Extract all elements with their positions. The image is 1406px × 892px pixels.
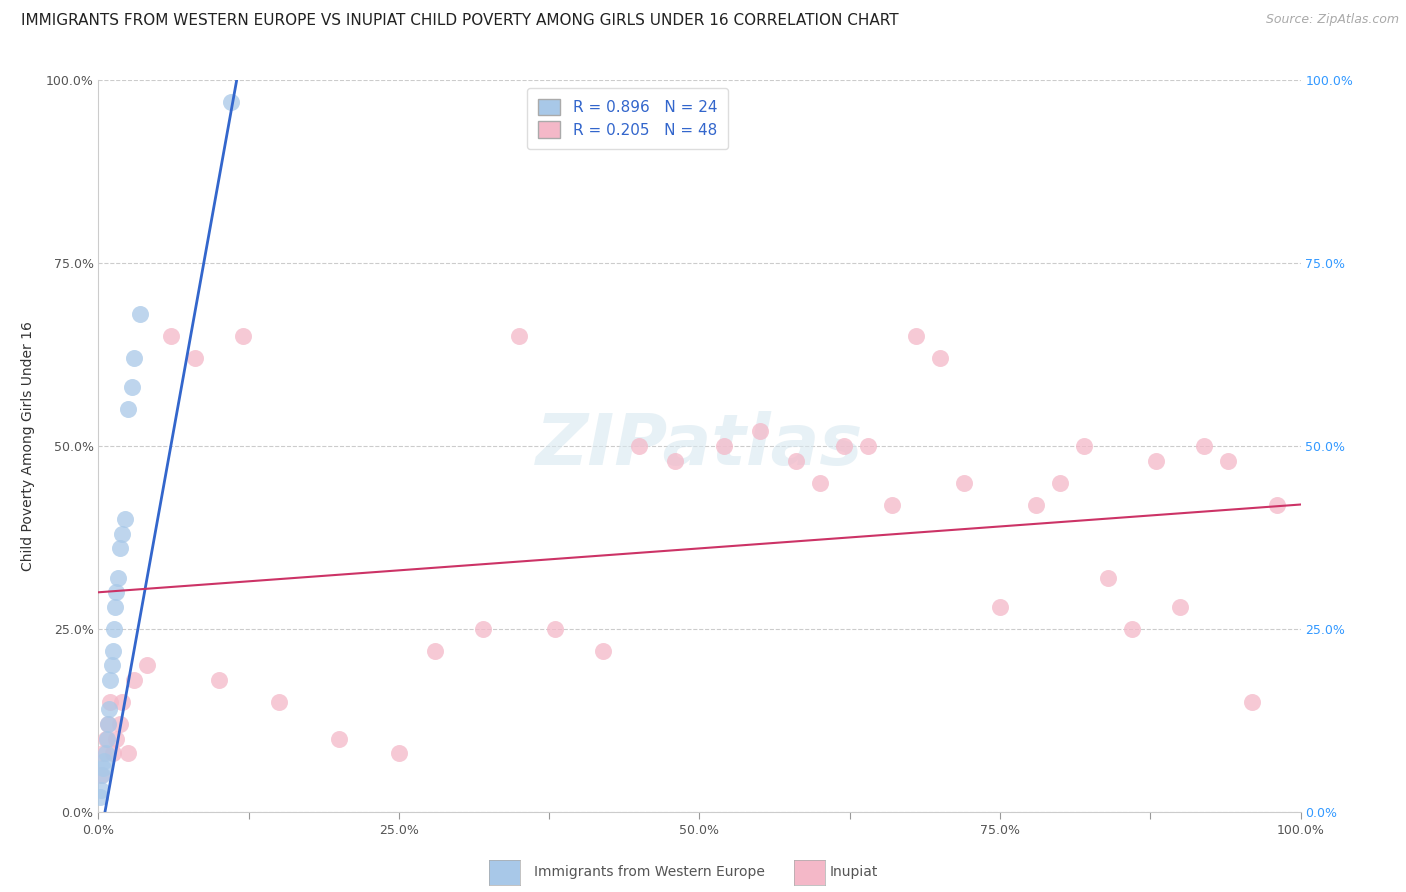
Point bbox=[121, 380, 143, 394]
Point bbox=[159, 329, 181, 343]
Point bbox=[89, 790, 111, 805]
Point bbox=[124, 673, 146, 687]
Text: Inupiat: Inupiat bbox=[830, 865, 877, 880]
Point bbox=[1121, 622, 1143, 636]
Point bbox=[713, 439, 735, 453]
Point bbox=[1049, 475, 1071, 490]
Point bbox=[90, 768, 112, 782]
Point bbox=[94, 746, 117, 760]
Point bbox=[91, 746, 114, 760]
Legend: R = 0.896   N = 24, R = 0.205   N = 48: R = 0.896 N = 24, R = 0.205 N = 48 bbox=[527, 88, 728, 149]
Point bbox=[101, 644, 124, 658]
Point bbox=[904, 329, 927, 343]
Point bbox=[100, 673, 122, 687]
Point bbox=[135, 658, 157, 673]
Point bbox=[832, 439, 855, 453]
Point bbox=[103, 622, 125, 636]
Point bbox=[104, 599, 127, 614]
Point bbox=[544, 622, 567, 636]
Point bbox=[183, 351, 205, 366]
Point bbox=[91, 768, 114, 782]
Point bbox=[111, 695, 134, 709]
Point bbox=[1144, 453, 1167, 467]
Point bbox=[748, 425, 770, 439]
Point bbox=[97, 717, 120, 731]
Point bbox=[107, 571, 129, 585]
Point bbox=[1241, 695, 1264, 709]
Point bbox=[508, 329, 530, 343]
Point bbox=[232, 329, 254, 343]
Point bbox=[988, 599, 1011, 614]
Point bbox=[1218, 453, 1240, 467]
Point bbox=[97, 717, 120, 731]
Point bbox=[880, 498, 903, 512]
Point bbox=[90, 782, 112, 797]
Point bbox=[785, 453, 807, 467]
Text: IMMIGRANTS FROM WESTERN EUROPE VS INUPIAT CHILD POVERTY AMONG GIRLS UNDER 16 COR: IMMIGRANTS FROM WESTERN EUROPE VS INUPIA… bbox=[21, 13, 898, 29]
Point bbox=[98, 702, 121, 716]
Point bbox=[114, 512, 136, 526]
Text: Immigrants from Western Europe: Immigrants from Western Europe bbox=[534, 865, 765, 880]
Point bbox=[129, 307, 152, 321]
Text: Source: ZipAtlas.com: Source: ZipAtlas.com bbox=[1265, 13, 1399, 27]
Point bbox=[100, 695, 122, 709]
Text: ZIPatlas: ZIPatlas bbox=[536, 411, 863, 481]
Point bbox=[1194, 439, 1216, 453]
Point bbox=[328, 731, 350, 746]
Y-axis label: Child Poverty Among Girls Under 16: Child Poverty Among Girls Under 16 bbox=[21, 321, 35, 571]
Point bbox=[388, 746, 411, 760]
Point bbox=[105, 731, 128, 746]
Point bbox=[1170, 599, 1192, 614]
Point bbox=[1265, 498, 1288, 512]
Point bbox=[664, 453, 686, 467]
Point bbox=[108, 541, 131, 556]
Point bbox=[111, 526, 134, 541]
Point bbox=[219, 95, 242, 110]
Point bbox=[96, 731, 118, 746]
Point bbox=[472, 622, 495, 636]
Point bbox=[117, 746, 139, 760]
Point bbox=[100, 658, 122, 673]
Point bbox=[1073, 439, 1095, 453]
Point bbox=[1097, 571, 1119, 585]
Point bbox=[928, 351, 950, 366]
Point bbox=[953, 475, 976, 490]
Point bbox=[592, 644, 614, 658]
Point bbox=[105, 585, 128, 599]
Point bbox=[208, 673, 231, 687]
Point bbox=[267, 695, 290, 709]
Point bbox=[108, 717, 131, 731]
Point bbox=[94, 731, 117, 746]
Point bbox=[93, 754, 115, 768]
Point bbox=[91, 761, 114, 775]
Point bbox=[808, 475, 831, 490]
Point bbox=[628, 439, 651, 453]
Point bbox=[101, 746, 124, 760]
Point bbox=[1025, 498, 1047, 512]
Point bbox=[124, 351, 146, 366]
Point bbox=[117, 402, 139, 417]
Point bbox=[423, 644, 446, 658]
Point bbox=[856, 439, 879, 453]
